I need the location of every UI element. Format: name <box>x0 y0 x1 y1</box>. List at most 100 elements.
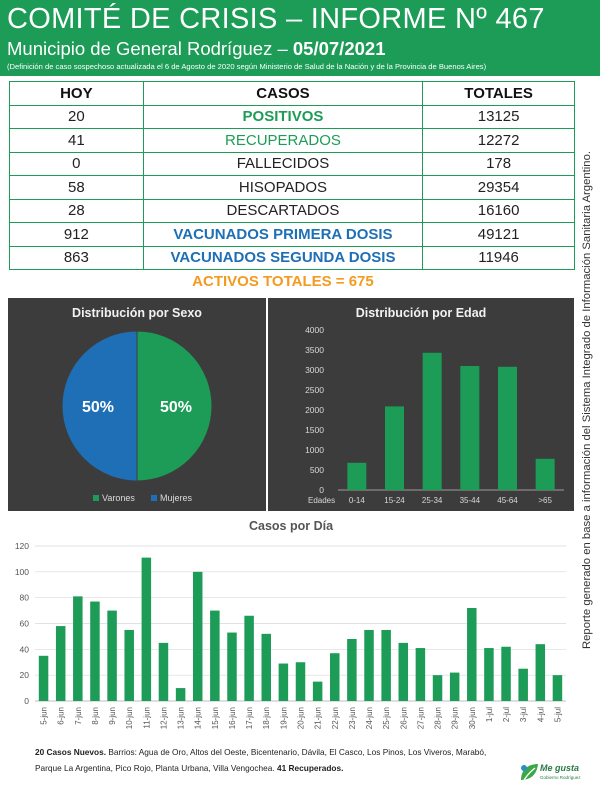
y-tick-label: 120 <box>15 541 29 551</box>
total-cell: 178 <box>422 151 575 176</box>
hoy-cell: 41 <box>9 128 144 153</box>
daily-bar <box>210 610 220 701</box>
daily-bar <box>518 668 528 701</box>
header-casos: CASOS <box>142 81 424 106</box>
x-tick-label: 2-jul <box>502 707 511 722</box>
x-tick-label: 25-34 <box>422 496 443 505</box>
row-positivos: 20 POSITIVOS 13125 <box>9 104 575 129</box>
casos-nuevos-label: 20 Casos Nuevos. <box>35 747 107 757</box>
total-cell: 13125 <box>422 104 575 129</box>
hoy-cell: 0 <box>9 151 144 176</box>
caso-cell: RECUPERADOS <box>142 128 424 153</box>
x-tick-label: 24-jun <box>365 707 374 729</box>
y-tick-label: 3500 <box>305 345 324 355</box>
daily-bar <box>192 571 203 701</box>
x-tick-label: 8-jun <box>91 707 100 725</box>
daily-bar <box>398 642 409 701</box>
x-tick-label: 14-jun <box>194 707 203 729</box>
report-subtitle: Municipio de General Rodríguez – 05/07/2… <box>7 38 385 60</box>
daily-bar <box>312 681 323 701</box>
y-tick-label: 500 <box>310 465 324 475</box>
x-tick-label: 15-jun <box>211 707 220 729</box>
x-tick-label: 23-jun <box>348 707 357 729</box>
cases-header-row: HOY CASOS TOTALES <box>9 81 575 106</box>
daily-bar <box>432 675 443 701</box>
total-cell: 11946 <box>422 245 575 270</box>
daily-bar <box>535 644 546 701</box>
edad-bar <box>422 352 442 490</box>
daily-bar <box>261 633 271 701</box>
x-tick-label: 4-jul <box>536 707 545 722</box>
barrios-list: Barrios: Agua de Oro, Altos del Oeste, B… <box>35 747 487 773</box>
activos-totales: ACTIVOS TOTALES = 675 <box>192 273 374 290</box>
y-tick-label: 40 <box>20 644 30 654</box>
caso-cell: HISOPADOS <box>142 175 424 200</box>
edad-bar <box>498 366 517 490</box>
y-tick-label: 4000 <box>305 325 324 335</box>
daily-bar <box>124 629 134 701</box>
total-cell: 49121 <box>422 222 575 247</box>
daily-bar <box>55 626 66 701</box>
caso-cell: FALLECIDOS <box>142 151 424 176</box>
edad-bar <box>460 366 480 490</box>
pie-title: Distribución por Sexo <box>72 306 202 320</box>
header-totales: TOTALES <box>422 81 575 106</box>
legend-swatch <box>151 495 157 501</box>
caso-cell: DESCARTADOS <box>142 198 424 223</box>
x-tick-label: 6-jun <box>57 707 66 725</box>
x-tick-label: 15-24 <box>384 496 405 505</box>
municipio-label: Municipio de General Rodríguez – <box>7 38 293 59</box>
daily-bar <box>330 653 340 701</box>
legend-label-varones: Varones <box>102 493 135 503</box>
daily-bar <box>347 639 357 701</box>
caso-cell: POSITIVOS <box>142 104 424 129</box>
x-tick-label: 30-jun <box>468 707 477 729</box>
edad-bar <box>347 462 367 490</box>
daily-bar <box>295 662 306 701</box>
daily-bar <box>158 642 169 701</box>
x-tick-label: 16-jun <box>228 707 237 729</box>
hoy-cell: 58 <box>9 175 144 200</box>
daily-bar <box>73 596 83 701</box>
y-tick-label: 0 <box>319 485 324 495</box>
empty-cell <box>423 270 575 294</box>
caso-cell: VACUNADOS PRIMERA DOSIS <box>142 222 424 247</box>
recuperados-label: 41 Recuperados. <box>277 763 344 773</box>
report-date: 05/07/2021 <box>292 38 386 59</box>
edad-bar <box>385 406 404 490</box>
daily-bar <box>449 672 460 701</box>
daily-bar <box>244 615 254 701</box>
x-tick-label: 3-jul <box>519 707 528 722</box>
y-tick-label: 1000 <box>305 445 324 455</box>
daily-bar <box>227 632 237 701</box>
edad-bar <box>535 458 555 490</box>
total-cell: 29354 <box>422 175 575 200</box>
sexo-chart-panel: Distribución por Sexo 50% 50% Varones Mujere… <box>8 298 266 511</box>
x-tick-label: 25-jun <box>382 707 391 729</box>
hoy-cell: 863 <box>9 245 144 270</box>
y-tick-label: 3000 <box>305 365 324 375</box>
x-tick-label: 22-jun <box>331 707 340 729</box>
pie-value-label: 50% <box>160 399 192 416</box>
x-tick-label: 17-jun <box>245 707 254 729</box>
empty-cell <box>10 270 144 294</box>
hoy-cell: 20 <box>9 104 144 129</box>
row-vacunados-segunda: 863 VACUNADOS SEGUNDA DOSIS 11946 <box>9 245 575 270</box>
daily-bar <box>467 608 477 701</box>
y-tick-label: 20 <box>20 670 30 680</box>
caso-cell: VACUNADOS SEGUNDA DOSIS <box>142 245 424 270</box>
pie-slice-varones <box>136 330 213 482</box>
casos-por-dia-chart: Casos por Día 0 20 40 60 80 100 120 5-jun 6-jun 7-… <box>15 519 566 729</box>
hoy-cell: 912 <box>9 222 144 247</box>
casos-por-dia-panel: Casos por Día 0 20 40 60 80 100 120 5-jun 6-jun 7-… <box>8 516 574 738</box>
x-tick-label: 12-jun <box>159 707 168 729</box>
hoy-cell: 28 <box>9 198 144 223</box>
daily-bar <box>415 648 426 701</box>
daily-title: Casos por Día <box>249 519 334 533</box>
municipio-logo: Me gusta Gobierno Rodríguez <box>518 760 588 788</box>
edad-title: Distribución por Edad <box>356 306 487 320</box>
daily-bar <box>107 610 117 701</box>
x-tick-label: 0-14 <box>349 496 366 505</box>
x-tick-label: 28-jun <box>434 707 443 729</box>
x-tick-label: 5-jul <box>553 707 562 722</box>
